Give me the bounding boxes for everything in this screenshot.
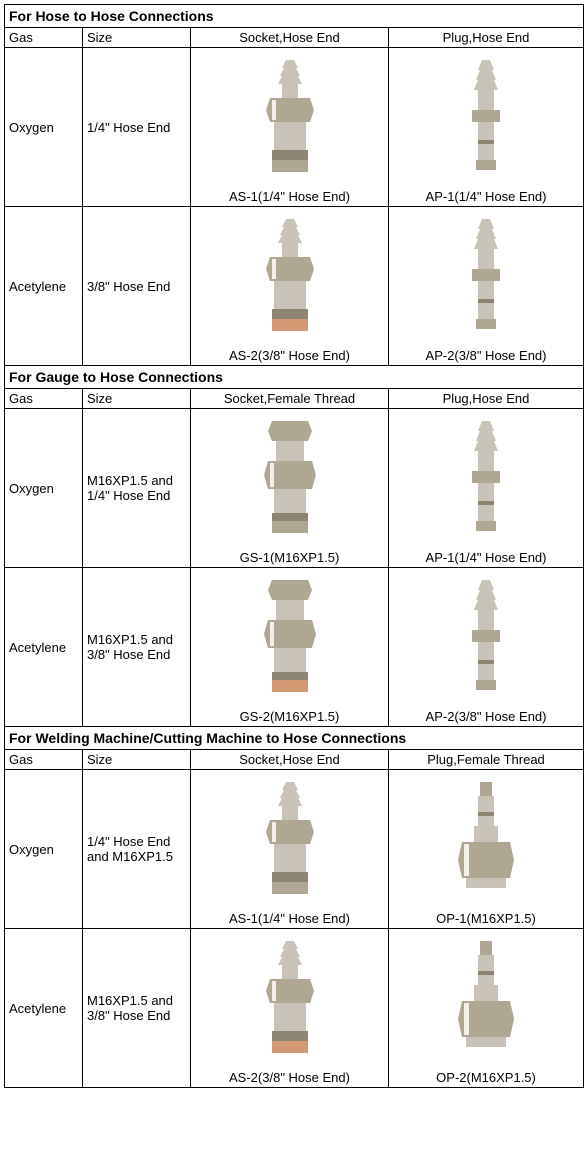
plug-image	[391, 52, 581, 187]
plug-image	[391, 211, 581, 346]
table-row: OxygenM16XP1.5 and 1/4" Hose End GS-1(M1…	[5, 409, 584, 568]
table-row: Oxygen1/4" Hose End and M16XP1.5 AS-1(1/…	[5, 770, 584, 929]
cell-size: M16XP1.5 and 1/4" Hose End	[83, 409, 191, 568]
socket-image	[193, 413, 386, 548]
table-row: AcetyleneM16XP1.5 and 3/8" Hose End AS-2…	[5, 929, 584, 1088]
col-header-plug: Plug,Hose End	[389, 389, 584, 409]
cell-gas: Acetylene	[5, 568, 83, 727]
socket-caption: GS-2(M16XP1.5)	[193, 707, 386, 724]
socket-caption: AS-2(3/8" Hose End)	[193, 1068, 386, 1085]
col-header-size: Size	[83, 389, 191, 409]
socket-caption: AS-1(1/4" Hose End)	[193, 187, 386, 204]
cell-plug: OP-2(M16XP1.5)	[389, 929, 584, 1088]
socket-caption: AS-1(1/4" Hose End)	[193, 909, 386, 926]
col-header-gas: Gas	[5, 28, 83, 48]
socket-image	[193, 774, 386, 909]
cell-gas: Acetylene	[5, 207, 83, 366]
cell-plug: AP-1(1/4" Hose End)	[389, 48, 584, 207]
connections-table: For Hose to Hose ConnectionsGasSizeSocke…	[4, 4, 584, 1088]
cell-plug: AP-2(3/8" Hose End)	[389, 207, 584, 366]
socket-image	[193, 933, 386, 1068]
socket-caption: AS-2(3/8" Hose End)	[193, 346, 386, 363]
cell-gas: Oxygen	[5, 48, 83, 207]
col-header-plug: Plug,Hose End	[389, 28, 584, 48]
col-header-plug: Plug,Female Thread	[389, 750, 584, 770]
table-row: AcetyleneM16XP1.5 and 3/8" Hose End GS-2…	[5, 568, 584, 727]
plug-image	[391, 413, 581, 548]
col-header-socket: Socket,Hose End	[191, 750, 389, 770]
plug-caption: AP-2(3/8" Hose End)	[391, 707, 581, 724]
cell-plug: AP-2(3/8" Hose End)	[389, 568, 584, 727]
cell-socket: AS-1(1/4" Hose End)	[191, 770, 389, 929]
socket-image	[193, 52, 386, 187]
plug-caption: AP-1(1/4" Hose End)	[391, 187, 581, 204]
col-header-gas: Gas	[5, 389, 83, 409]
cell-socket: GS-1(M16XP1.5)	[191, 409, 389, 568]
cell-gas: Oxygen	[5, 770, 83, 929]
cell-size: 1/4" Hose End and M16XP1.5	[83, 770, 191, 929]
cell-gas: Oxygen	[5, 409, 83, 568]
socket-image	[193, 572, 386, 707]
cell-socket: AS-2(3/8" Hose End)	[191, 207, 389, 366]
socket-caption: GS-1(M16XP1.5)	[193, 548, 386, 565]
col-header-socket: Socket,Female Thread	[191, 389, 389, 409]
section-title: For Gauge to Hose Connections	[5, 366, 584, 389]
cell-size: 1/4" Hose End	[83, 48, 191, 207]
cell-plug: AP-1(1/4" Hose End)	[389, 409, 584, 568]
section-title: For Welding Machine/Cutting Machine to H…	[5, 727, 584, 750]
cell-plug: OP-1(M16XP1.5)	[389, 770, 584, 929]
socket-image	[193, 211, 386, 346]
cell-gas: Acetylene	[5, 929, 83, 1088]
col-header-gas: Gas	[5, 750, 83, 770]
cell-socket: GS-2(M16XP1.5)	[191, 568, 389, 727]
cell-socket: AS-2(3/8" Hose End)	[191, 929, 389, 1088]
cell-size: 3/8" Hose End	[83, 207, 191, 366]
cell-size: M16XP1.5 and 3/8" Hose End	[83, 929, 191, 1088]
col-header-size: Size	[83, 750, 191, 770]
plug-image	[391, 572, 581, 707]
plug-caption: OP-2(M16XP1.5)	[391, 1068, 581, 1085]
col-header-socket: Socket,Hose End	[191, 28, 389, 48]
section-title: For Hose to Hose Connections	[5, 5, 584, 28]
plug-caption: AP-1(1/4" Hose End)	[391, 548, 581, 565]
col-header-size: Size	[83, 28, 191, 48]
plug-image	[391, 933, 581, 1068]
plug-caption: OP-1(M16XP1.5)	[391, 909, 581, 926]
table-row: Acetylene3/8" Hose End AS-2(3/8" Hose En…	[5, 207, 584, 366]
plug-caption: AP-2(3/8" Hose End)	[391, 346, 581, 363]
plug-image	[391, 774, 581, 909]
cell-size: M16XP1.5 and 3/8" Hose End	[83, 568, 191, 727]
table-row: Oxygen1/4" Hose End AS-1(1/4" Hose End) …	[5, 48, 584, 207]
cell-socket: AS-1(1/4" Hose End)	[191, 48, 389, 207]
